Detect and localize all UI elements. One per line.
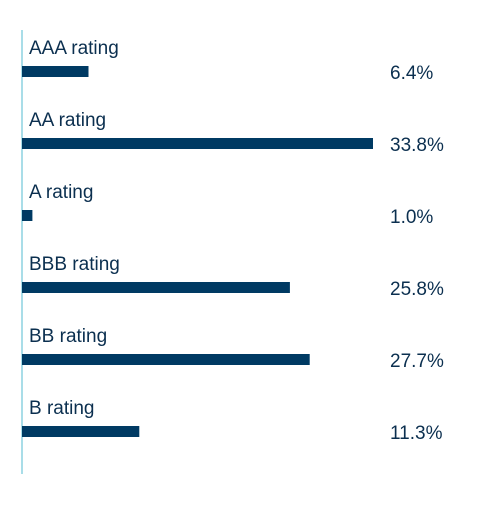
category-label-bbb-rating: BBB rating [29, 254, 120, 275]
bar-bbb-rating [22, 282, 290, 293]
category-label-aa-rating: AA rating [29, 110, 106, 131]
category-label-aaa-rating: AAA rating [29, 38, 119, 59]
bar-aaa-rating [22, 66, 89, 77]
value-label-bb-rating: 27.7% [390, 351, 444, 372]
bar-a-rating [22, 210, 33, 221]
bar-bb-rating [22, 354, 310, 365]
bar-b-rating [22, 426, 140, 437]
value-label-a-rating: 1.0% [390, 207, 433, 228]
category-label-a-rating: A rating [29, 182, 93, 203]
value-label-aa-rating: 33.8% [390, 135, 444, 156]
value-label-b-rating: 11.3% [390, 423, 443, 444]
category-label-b-rating: B rating [29, 398, 94, 419]
value-label-bbb-rating: 25.8% [390, 279, 444, 300]
bar-aa-rating [22, 138, 373, 149]
value-label-aaa-rating: 6.4% [390, 63, 433, 84]
category-label-bb-rating: BB rating [29, 326, 107, 347]
